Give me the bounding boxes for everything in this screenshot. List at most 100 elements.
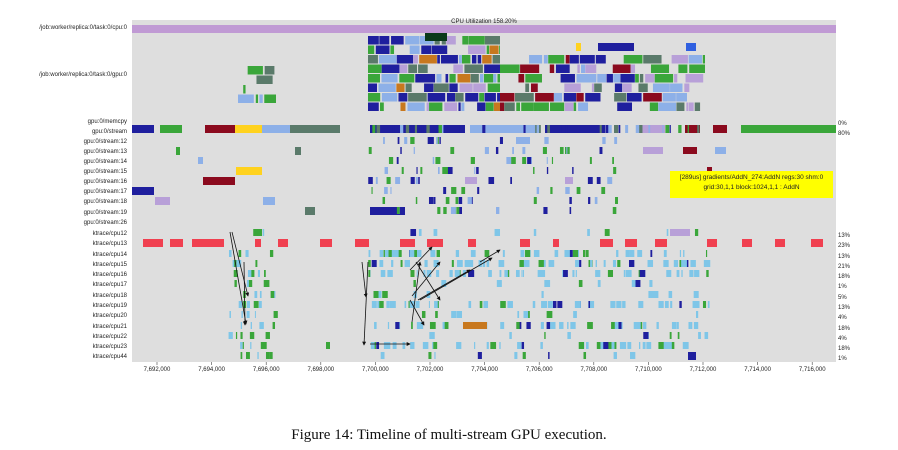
- gpu-op-block[interactable]: [247, 66, 263, 75]
- ktrace-block[interactable]: [707, 239, 717, 247]
- stream-block[interactable]: [566, 147, 568, 154]
- ktrace-block[interactable]: [517, 342, 522, 349]
- timeline-block[interactable]: [669, 125, 671, 133]
- stream-block[interactable]: [601, 187, 603, 194]
- ktrace-block[interactable]: [625, 239, 637, 247]
- gpu-op-block[interactable]: [378, 83, 396, 93]
- ktrace-block[interactable]: [631, 280, 636, 287]
- stream-block[interactable]: [400, 147, 402, 154]
- gpu-op-block[interactable]: [612, 64, 631, 74]
- ktrace-block[interactable]: [454, 270, 460, 277]
- stream-block[interactable]: [397, 137, 400, 144]
- stream-block[interactable]: [512, 147, 514, 154]
- gpu-op-block[interactable]: [497, 93, 500, 102]
- ktrace-block[interactable]: [380, 352, 385, 359]
- timeline-block[interactable]: [638, 125, 643, 133]
- stream-block[interactable]: [416, 167, 418, 174]
- ktrace-block[interactable]: [547, 301, 553, 308]
- ktrace-block[interactable]: [254, 291, 258, 298]
- ktrace-block[interactable]: [539, 270, 546, 277]
- gpu-op-block[interactable]: [390, 45, 395, 55]
- ktrace-block[interactable]: [514, 352, 518, 359]
- gpu-op-block[interactable]: [381, 64, 400, 74]
- ktrace-block[interactable]: [642, 342, 646, 349]
- ktrace-block[interactable]: [630, 352, 636, 359]
- ktrace-block[interactable]: [470, 250, 476, 257]
- stream-block[interactable]: [443, 207, 447, 214]
- gpu-op-block[interactable]: [368, 93, 381, 102]
- stream-block[interactable]: [382, 197, 386, 204]
- gpu-op-block[interactable]: [525, 74, 542, 83]
- ktrace-block[interactable]: [688, 352, 696, 360]
- gpu-op-block[interactable]: [264, 66, 275, 75]
- ktrace-block[interactable]: [263, 280, 268, 287]
- stream-block[interactable]: [236, 167, 262, 175]
- ktrace-block[interactable]: [257, 229, 263, 236]
- gpu-op-block[interactable]: [425, 33, 447, 41]
- gpu-op-block[interactable]: [595, 55, 606, 64]
- ktrace-block[interactable]: [385, 250, 389, 257]
- ktrace-block[interactable]: [430, 250, 436, 257]
- timeline-block[interactable]: [618, 125, 621, 133]
- ktrace-block[interactable]: [643, 332, 649, 339]
- ktrace-block[interactable]: [703, 260, 707, 267]
- ktrace-block[interactable]: [567, 250, 570, 257]
- gpu-op-block[interactable]: [399, 64, 408, 74]
- ktrace-block[interactable]: [564, 250, 571, 257]
- ktrace-block[interactable]: [488, 270, 492, 277]
- timeline-block[interactable]: [414, 125, 418, 133]
- timeline-block[interactable]: [372, 125, 376, 133]
- ktrace-block[interactable]: [655, 239, 667, 247]
- stream-block[interactable]: [263, 197, 275, 205]
- ktrace-block[interactable]: [523, 311, 529, 318]
- gpu-op-block[interactable]: [694, 102, 701, 112]
- timeline-block[interactable]: [482, 125, 486, 133]
- ktrace-block[interactable]: [679, 301, 682, 308]
- timeline-block[interactable]: [635, 125, 640, 133]
- ktrace-block[interactable]: [583, 250, 586, 257]
- gpu-op-block[interactable]: [461, 55, 471, 64]
- ktrace-block[interactable]: [683, 250, 685, 257]
- stream-block[interactable]: [433, 197, 436, 204]
- ktrace-block[interactable]: [775, 239, 785, 247]
- stream-block[interactable]: [588, 197, 591, 204]
- gpu-op-block[interactable]: [453, 64, 463, 74]
- ktrace-block[interactable]: [637, 250, 640, 257]
- stream-block[interactable]: [458, 197, 463, 204]
- gpu-op-block[interactable]: [431, 45, 448, 55]
- gpu-op-block[interactable]: [444, 102, 458, 112]
- ktrace-block[interactable]: [428, 352, 432, 359]
- ktrace-block[interactable]: [368, 260, 371, 267]
- gpu-op-block[interactable]: [500, 64, 520, 74]
- gpu-op-block[interactable]: [461, 102, 465, 112]
- timeline-block[interactable]: [640, 125, 643, 133]
- ktrace-block[interactable]: [533, 250, 540, 257]
- gpu-op-block[interactable]: [576, 43, 581, 51]
- ktrace-block[interactable]: [522, 352, 526, 359]
- ktrace-block[interactable]: [395, 322, 400, 329]
- gpu-op-block[interactable]: [594, 83, 602, 93]
- ktrace-block[interactable]: [413, 280, 416, 287]
- ktrace-block[interactable]: [559, 322, 564, 329]
- gpu-op-block[interactable]: [487, 83, 500, 93]
- gpu-op-block[interactable]: [368, 83, 378, 93]
- ktrace-block[interactable]: [427, 239, 443, 247]
- timeline-block[interactable]: [523, 125, 526, 133]
- ktrace-block[interactable]: [444, 322, 449, 329]
- gpu-op-block[interactable]: [368, 74, 380, 83]
- ktrace-block[interactable]: [371, 301, 377, 308]
- ktrace-block[interactable]: [500, 301, 506, 308]
- stream-block[interactable]: [496, 207, 500, 214]
- gpu-op-block[interactable]: [445, 74, 449, 83]
- gpu-op-block[interactable]: [688, 102, 694, 112]
- ktrace-block[interactable]: [706, 270, 709, 277]
- ktrace-block[interactable]: [272, 322, 276, 329]
- ktrace-block[interactable]: [663, 260, 669, 267]
- gpu-op-block[interactable]: [424, 83, 434, 93]
- ktrace-block[interactable]: [434, 301, 439, 308]
- gpu-op-block[interactable]: [555, 64, 570, 74]
- stream-block[interactable]: [384, 187, 388, 194]
- stream-block[interactable]: [492, 177, 495, 184]
- ktrace-block[interactable]: [553, 239, 559, 247]
- stream-block[interactable]: [465, 177, 477, 184]
